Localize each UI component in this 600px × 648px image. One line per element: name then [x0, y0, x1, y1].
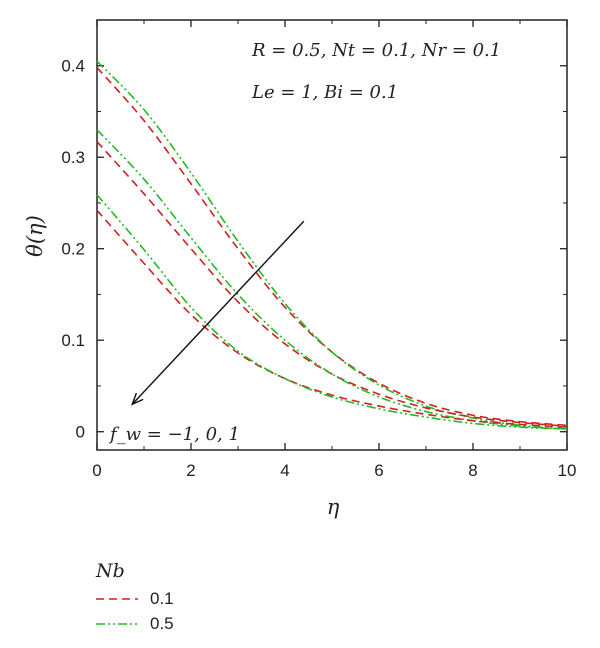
curve-nb-0.5-fw--1: [96, 60, 568, 430]
chart-plot: 0 2 4 6 8 10 0 0.1 0.2 0.3 0.4 R = 0.5, Nt = 0.1, …: [23, 19, 577, 519]
curve-nb-0.5-fw-1: [96, 194, 568, 430]
x-axis-label: η: [327, 495, 340, 519]
x-tick-label: 4: [280, 461, 289, 480]
x-tick-label: 8: [468, 461, 477, 480]
legend: Nb 0.1 0.5: [96, 560, 174, 636]
legend-title: Nb: [96, 560, 125, 582]
arrow-label: f_w = −1, 0, 1: [108, 424, 240, 445]
y-tick-label: 0.4: [61, 57, 85, 76]
axis-ticks: 0 2 4 6 8 10 0 0.1 0.2 0.3 0.4: [61, 19, 577, 480]
annotation-arrow: [131, 220, 305, 406]
y-tick-label: 0.1: [61, 331, 85, 350]
curve-nb-0.5-fw-0: [96, 129, 568, 430]
legend-swatch-red-dashed: [96, 597, 138, 600]
legend-entry-0: 0.1: [96, 586, 174, 611]
legend-swatch-green-dashdot: [96, 622, 138, 625]
x-tick-label: 10: [558, 461, 577, 480]
y-axis-label: θ(η): [23, 215, 47, 257]
curve-nb-0.1-fw--1: [96, 67, 568, 427]
x-tick-label: 2: [186, 461, 195, 480]
x-tick-label: 6: [374, 461, 383, 480]
legend-entry-1: 0.5: [96, 611, 174, 636]
arrow-head: [131, 392, 144, 406]
x-tick-label: 0: [92, 461, 101, 480]
legend-label: 0.5: [150, 613, 174, 633]
curve-nb-0.1-fw-0: [96, 141, 568, 428]
y-tick-label: 0: [76, 423, 85, 442]
y-tick-label: 0.3: [61, 148, 85, 167]
curves: [96, 60, 568, 430]
arrow-shaft: [131, 220, 305, 405]
y-tick-label: 0.2: [61, 240, 85, 259]
params-line-2: Le = 1, Bi = 0.1: [251, 82, 398, 103]
legend-label: 0.1: [150, 588, 174, 608]
curve-nb-0.1-fw-1: [96, 209, 568, 428]
params-line-1: R = 0.5, Nt = 0.1, Nr = 0.1: [251, 40, 501, 61]
